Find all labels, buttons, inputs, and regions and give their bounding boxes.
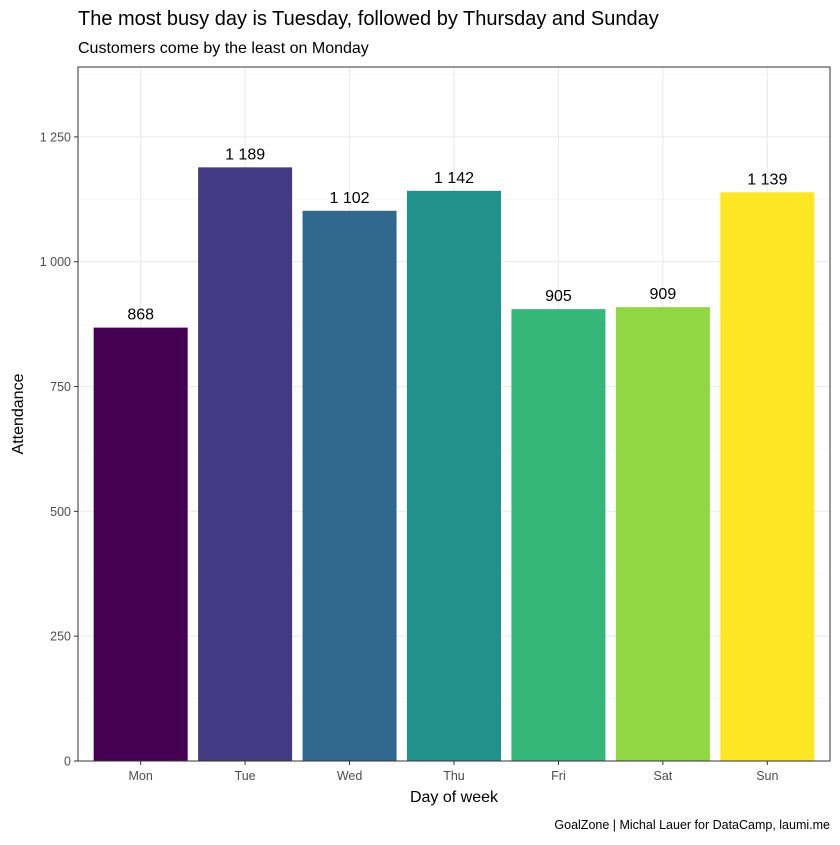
y-axis: 0 250 500 750 1 000 1 250	[40, 130, 78, 769]
bar-tue	[198, 167, 293, 761]
x-axis-title: Day of week	[410, 789, 499, 806]
y-tick-label: 1 000	[40, 255, 71, 269]
x-tick-label-sun: Sun	[756, 769, 778, 783]
chart-title: The most busy day is Tuesday, followed b…	[78, 8, 659, 30]
data-label-tue: 1 189	[225, 146, 265, 163]
x-tick-label-mon: Mon	[129, 769, 153, 783]
y-tick-label: 500	[50, 505, 71, 519]
y-tick-label: 0	[64, 755, 71, 769]
bar-mon	[93, 327, 188, 761]
x-tick-label-tue: Tue	[235, 769, 256, 783]
data-labels: 868 1 189 1 102 1 142 905 909 1 139	[127, 146, 787, 323]
y-tick-label: 1 250	[40, 130, 71, 144]
bars	[93, 167, 815, 762]
x-tick-label-sat: Sat	[654, 769, 673, 783]
data-label-fri: 905	[545, 288, 572, 305]
bar-fri	[511, 309, 606, 761]
x-tick-label-thu: Thu	[443, 769, 465, 783]
y-tick-label: 250	[50, 630, 71, 644]
x-tick-label-wed: Wed	[337, 769, 363, 783]
y-tick-label: 750	[50, 380, 71, 394]
data-label-sun: 1 139	[747, 171, 787, 188]
chart-subtitle: Customers come by the least on Monday	[78, 40, 369, 57]
data-label-sat: 909	[650, 286, 677, 303]
data-label-wed: 1 102	[330, 190, 370, 207]
y-axis-title: Attendance	[10, 373, 27, 454]
data-label-mon: 868	[127, 307, 154, 324]
x-axis: Mon Tue Wed Thu Fri Sat Sun	[129, 761, 778, 783]
data-label-thu: 1 142	[434, 170, 474, 187]
bar-wed	[302, 210, 397, 762]
bar-sat	[615, 307, 710, 761]
bar-sun	[720, 192, 815, 761]
chart-caption: GoalZone | Michal Lauer for DataCamp, la…	[554, 818, 830, 832]
x-tick-label-fri: Fri	[551, 769, 566, 783]
bar-thu	[407, 190, 501, 761]
